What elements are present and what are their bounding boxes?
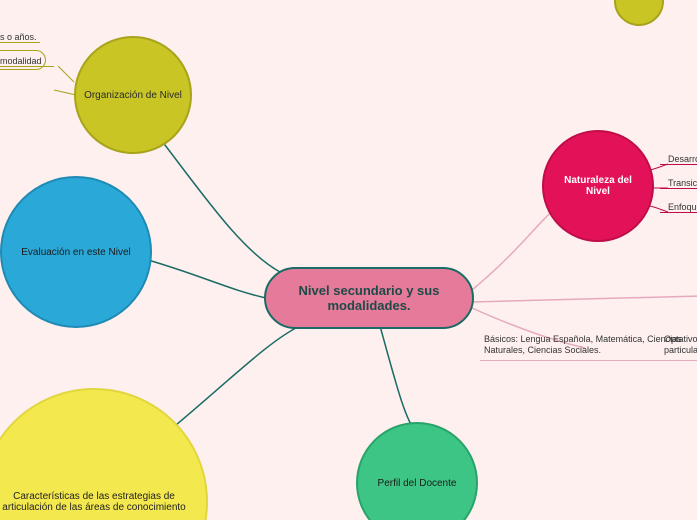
node-perfil-label: Perfil del Docente — [378, 478, 457, 489]
leaf-underline-org1 — [0, 42, 40, 43]
node-caracteristicas-label: Características de las estrategias de ar… — [0, 491, 198, 513]
leaf-underline-sub2 — [650, 360, 697, 361]
central-node[interactable]: Nivel secundario y sus modalidades. — [264, 267, 474, 329]
node-organizacion-label: Organización de Nivel — [84, 90, 182, 101]
leaf-underline-nat2 — [660, 188, 697, 189]
leaf-sub2: Optativos: as particulares. — [664, 334, 697, 356]
leaf-underline-nat3 — [660, 212, 697, 213]
node-naturaleza[interactable]: Naturaleza del Nivel — [542, 130, 654, 242]
leaf-nat3: Enfoque en la — [668, 202, 697, 212]
node-evaluacion[interactable]: Evaluación en este Nivel — [0, 176, 152, 328]
mindmap-canvas: Nivel secundario y sus modalidades. Organ… — [0, 0, 697, 520]
leaf-underline-nat1 — [660, 164, 697, 165]
central-label: Nivel secundario y sus modalidades. — [284, 283, 454, 313]
node-caracteristicas[interactable]: Características de las estrategias de ar… — [0, 388, 208, 520]
leaf-nat1: Desarrollo int — [668, 154, 697, 164]
leaf-org2: modalidad — [0, 56, 42, 66]
node-evaluacion-label: Evaluación en este Nivel — [21, 247, 131, 258]
node-topdot[interactable] — [614, 0, 664, 26]
leaf-nat2: Transición ent — [668, 178, 697, 188]
leaf-org1: s o años. — [0, 32, 37, 42]
node-naturaleza-label: Naturaleza del Nivel — [552, 175, 644, 197]
node-perfil[interactable]: Perfil del Docente — [356, 422, 478, 520]
leaf-underline-org2 — [0, 66, 54, 67]
node-organizacion[interactable]: Organización de Nivel — [74, 36, 192, 154]
